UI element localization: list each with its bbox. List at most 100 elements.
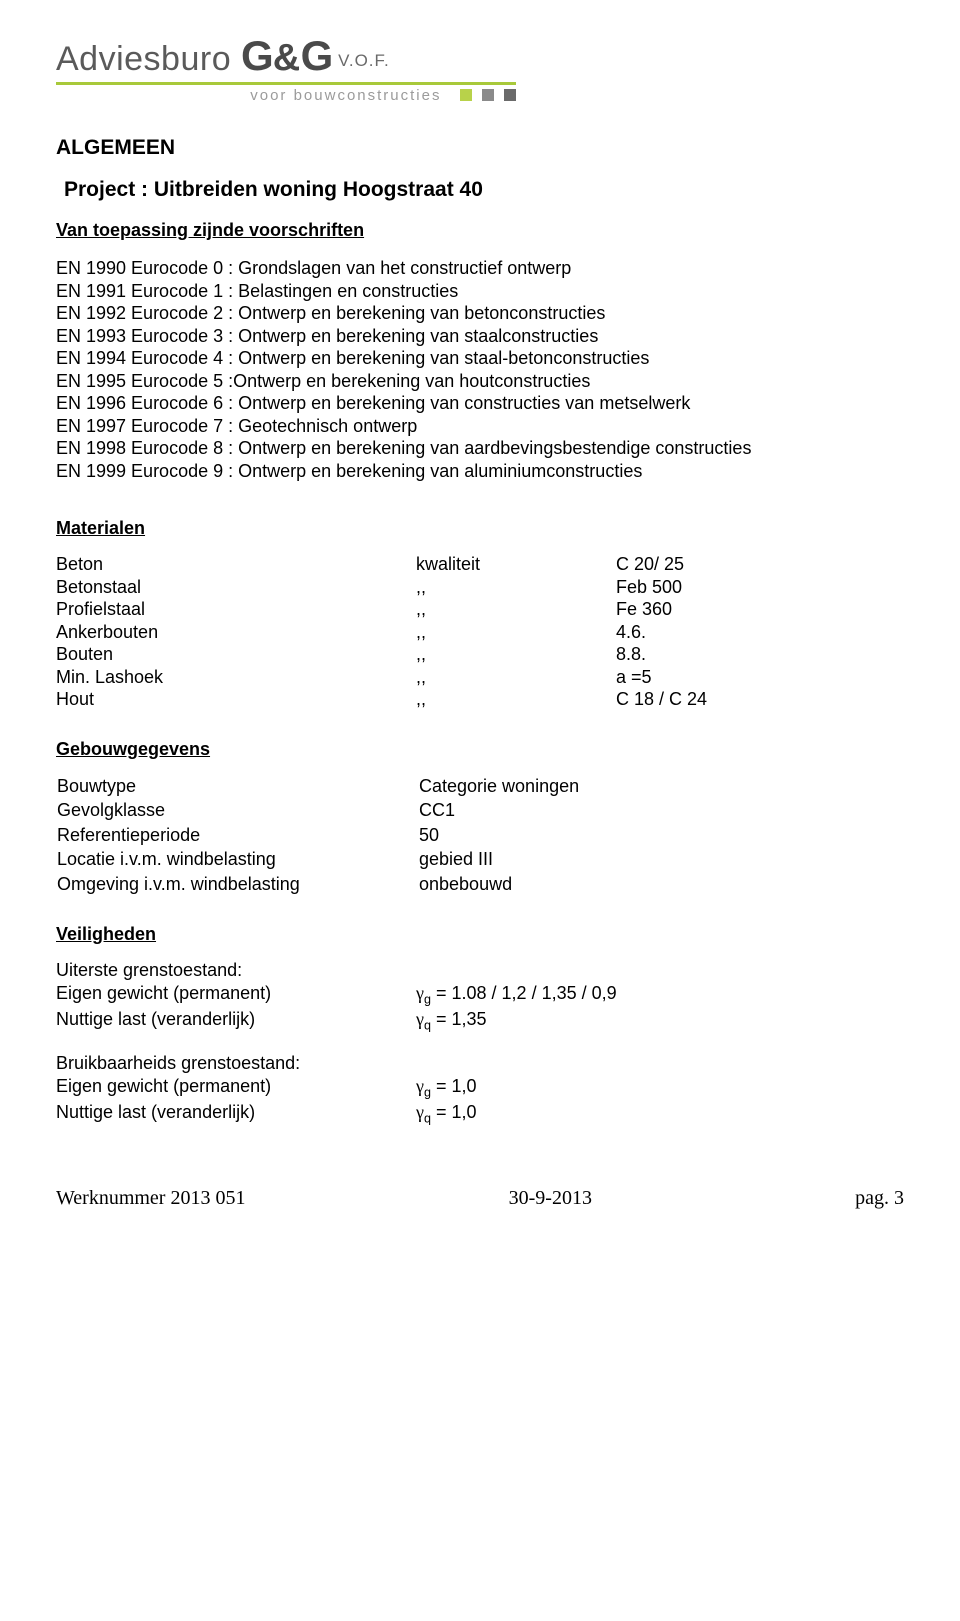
square-icon	[504, 89, 516, 101]
safety-label: Eigen gewicht (permanent)	[56, 982, 416, 1008]
heading-project: Project : Uitbreiden woning Hoogstraat 4…	[64, 178, 904, 202]
eurocode-item: EN 1995 Eurocode 5 :Ontwerp en berekenin…	[56, 370, 904, 393]
gamma-sub: q	[424, 1018, 431, 1032]
logo-subtitle: voor bouwconstructies	[250, 87, 441, 104]
eurocode-item: EN 1996 Eurocode 6 : Ontwerp en berekeni…	[56, 392, 904, 415]
logo-vof: V.O.F.	[332, 51, 389, 70]
safety-val-text: = 1,0	[436, 1076, 477, 1096]
table-row: Referentieperiode50	[56, 823, 580, 848]
build-label: Referentieperiode	[56, 823, 418, 848]
safety-val-text: = 1,0	[436, 1102, 477, 1122]
table-row: Locatie i.v.m. windbelastinggebied III	[56, 847, 580, 872]
safety-val-text: = 1,35	[436, 1009, 487, 1029]
safety-row: Nuttige last (veranderlijk) γq = 1,35	[56, 1008, 904, 1034]
build-value: gebied III	[418, 847, 580, 872]
page: Adviesburo G&G V.O.F. voor bouwconstruct…	[0, 0, 960, 1234]
safety-label: Eigen gewicht (permanent)	[56, 1075, 416, 1101]
mat-value: Fe 360	[616, 598, 707, 621]
mat-name: Ankerbouten	[56, 621, 416, 644]
logo-g1: G	[241, 32, 273, 79]
heading-algemeen: ALGEMEEN	[56, 136, 904, 160]
table-row: Ankerbouten,,4.6.	[56, 621, 707, 644]
mat-mid: ,,	[416, 598, 616, 621]
gamma-sub: g	[424, 1085, 431, 1099]
eurocode-item: EN 1990 Eurocode 0 : Grondslagen van het…	[56, 257, 904, 280]
safety-uiterste: Uiterste grenstoestand: Eigen gewicht (p…	[56, 959, 904, 1034]
mat-name: Bouten	[56, 643, 416, 666]
uiterste-label: Uiterste grenstoestand:	[56, 959, 904, 982]
build-label: Omgeving i.v.m. windbelasting	[56, 872, 418, 897]
footer: Werknummer 2013 051 30-9-2013 pag. 3	[56, 1187, 904, 1210]
safety-val-text: = 1.08 / 1,2 / 1,35 / 0,9	[436, 983, 617, 1003]
square-icon	[482, 89, 494, 101]
safety-bruikbaarheid: Bruikbaarheids grenstoestand: Eigen gewi…	[56, 1052, 904, 1127]
mat-name: Profielstaal	[56, 598, 416, 621]
build-value: Categorie woningen	[418, 774, 580, 799]
safety-label: Nuttige last (veranderlijk)	[56, 1101, 416, 1127]
eurocode-item: EN 1991 Eurocode 1 : Belastingen en cons…	[56, 280, 904, 303]
footer-mid: 30-9-2013	[509, 1187, 592, 1210]
logo-amp: &	[273, 37, 301, 79]
heading-materialen: Materialen	[56, 518, 904, 539]
eurocode-item: EN 1998 Eurocode 8 : Ontwerp en berekeni…	[56, 437, 904, 460]
mat-mid: kwaliteit	[416, 553, 616, 576]
gamma-sub: g	[424, 992, 431, 1006]
safety-value: γq = 1,0	[416, 1101, 477, 1127]
logo-squares	[456, 87, 516, 104]
eurocode-item: EN 1993 Eurocode 3 : Ontwerp en berekeni…	[56, 325, 904, 348]
eurocode-list: EN 1990 Eurocode 0 : Grondslagen van het…	[56, 257, 904, 482]
table-row: BouwtypeCategorie woningen	[56, 774, 580, 799]
safety-value: γq = 1,35	[416, 1008, 487, 1034]
mat-value: 8.8.	[616, 643, 707, 666]
mat-mid: ,,	[416, 576, 616, 599]
logo-title: Adviesburo G&G V.O.F.	[56, 32, 904, 80]
building-table: BouwtypeCategorie woningen GevolgklasseC…	[56, 774, 580, 897]
logo: Adviesburo G&G V.O.F. voor bouwconstruct…	[56, 32, 904, 104]
footer-right: pag. 3	[855, 1187, 904, 1210]
mat-mid: ,,	[416, 621, 616, 644]
build-label: Bouwtype	[56, 774, 418, 799]
mat-value: Feb 500	[616, 576, 707, 599]
heading-veiligheden: Veiligheden	[56, 924, 904, 945]
build-value: 50	[418, 823, 580, 848]
eurocode-item: EN 1999 Eurocode 9 : Ontwerp en berekeni…	[56, 460, 904, 483]
mat-name: Betonstaal	[56, 576, 416, 599]
footer-left: Werknummer 2013 051	[56, 1187, 245, 1210]
mat-mid: ,,	[416, 643, 616, 666]
materials-table: BetonkwaliteitC 20/ 25 Betonstaal,,Feb 5…	[56, 553, 707, 711]
safety-row: Eigen gewicht (permanent) γg = 1,0	[56, 1075, 904, 1101]
mat-value: a =5	[616, 666, 707, 689]
eurocode-item: EN 1997 Eurocode 7 : Geotechnisch ontwer…	[56, 415, 904, 438]
table-row: BetonkwaliteitC 20/ 25	[56, 553, 707, 576]
table-row: Hout,,C 18 / C 24	[56, 688, 707, 711]
table-row: Min. Lashoek,,a =5	[56, 666, 707, 689]
safety-row: Eigen gewicht (permanent) γg = 1.08 / 1,…	[56, 982, 904, 1008]
build-label: Locatie i.v.m. windbelasting	[56, 847, 418, 872]
mat-mid: ,,	[416, 666, 616, 689]
table-row: GevolgklasseCC1	[56, 798, 580, 823]
gamma-sub: q	[424, 1112, 431, 1126]
mat-mid: ,,	[416, 688, 616, 711]
table-row: Profielstaal,,Fe 360	[56, 598, 707, 621]
table-row: Omgeving i.v.m. windbelastingonbebouwd	[56, 872, 580, 897]
table-row: Bouten,,8.8.	[56, 643, 707, 666]
safety-label: Nuttige last (veranderlijk)	[56, 1008, 416, 1034]
mat-value: C 20/ 25	[616, 553, 707, 576]
eurocode-item: EN 1994 Eurocode 4 : Ontwerp en berekeni…	[56, 347, 904, 370]
build-value: onbebouwd	[418, 872, 580, 897]
safety-value: γg = 1.08 / 1,2 / 1,35 / 0,9	[416, 982, 617, 1008]
logo-subtitle-row: voor bouwconstructies	[56, 87, 516, 104]
eurocode-item: EN 1992 Eurocode 2 : Ontwerp en berekeni…	[56, 302, 904, 325]
mat-name: Beton	[56, 553, 416, 576]
mat-name: Hout	[56, 688, 416, 711]
heading-voorschriften: Van toepassing zijnde voorschriften	[56, 220, 904, 241]
build-label: Gevolgklasse	[56, 798, 418, 823]
mat-name: Min. Lashoek	[56, 666, 416, 689]
logo-g2: G	[301, 32, 333, 79]
table-row: Betonstaal,,Feb 500	[56, 576, 707, 599]
bruik-label: Bruikbaarheids grenstoestand:	[56, 1052, 904, 1075]
square-icon	[460, 89, 472, 101]
logo-text-part1: Adviesburo	[56, 40, 241, 78]
heading-gebouwgegevens: Gebouwgegevens	[56, 739, 904, 760]
mat-value: C 18 / C 24	[616, 688, 707, 711]
